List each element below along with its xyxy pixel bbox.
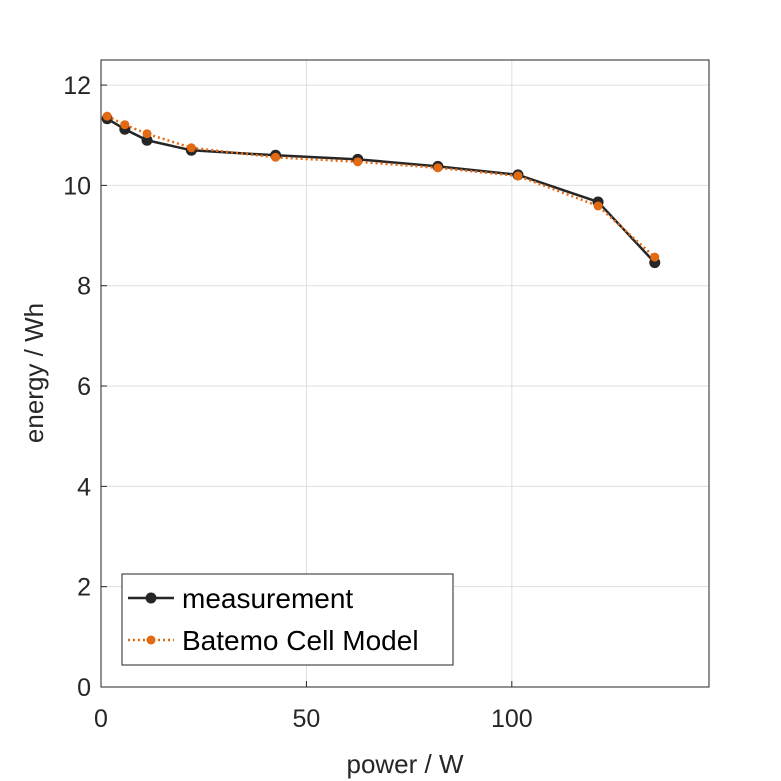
series-line-1: [106, 115, 656, 259]
ticks: 0 50 100 0 2 4 6 8 10 12: [63, 72, 532, 733]
series-group: [101, 111, 661, 269]
legend-box: [121, 573, 454, 666]
y-tick-label: 2: [77, 574, 91, 602]
legend: measurement Batemo Cell Model: [121, 573, 454, 666]
data-point-series-0: [141, 134, 153, 146]
data-point-series-1: [513, 171, 523, 181]
data-point-series-1: [186, 143, 196, 153]
x-tick-label: 100: [491, 705, 533, 733]
series-line-0: [106, 117, 656, 264]
x-axis-label: power / W: [346, 749, 463, 779]
y-tick-label: 6: [77, 373, 91, 401]
y-tick-label: 8: [77, 273, 91, 301]
plot-frame: [100, 59, 710, 688]
data-point-series-1: [433, 163, 443, 173]
legend-marker-measurement: [145, 592, 157, 604]
x-tick-label: 0: [94, 705, 108, 733]
y-tick-label: 0: [77, 674, 91, 702]
y-tick-label: 10: [63, 172, 91, 200]
data-point-series-1: [593, 201, 603, 211]
x-tick-label: 50: [292, 705, 320, 733]
data-point-series-1: [353, 157, 363, 167]
y-tick-label: 4: [77, 473, 91, 501]
legend-label-measurement: measurement: [182, 583, 353, 614]
y-axis-label: energy / Wh: [19, 303, 49, 443]
grid: [100, 60, 709, 688]
data-point-series-1: [120, 120, 130, 130]
data-point-series-1: [271, 152, 281, 162]
legend-marker-batemo: [146, 635, 156, 645]
y-tick-label: 12: [63, 72, 91, 100]
data-point-series-1: [102, 111, 112, 121]
data-point-series-1: [142, 129, 152, 139]
data-point-series-1: [650, 252, 660, 262]
legend-label-batemo: Batemo Cell Model: [182, 625, 419, 656]
